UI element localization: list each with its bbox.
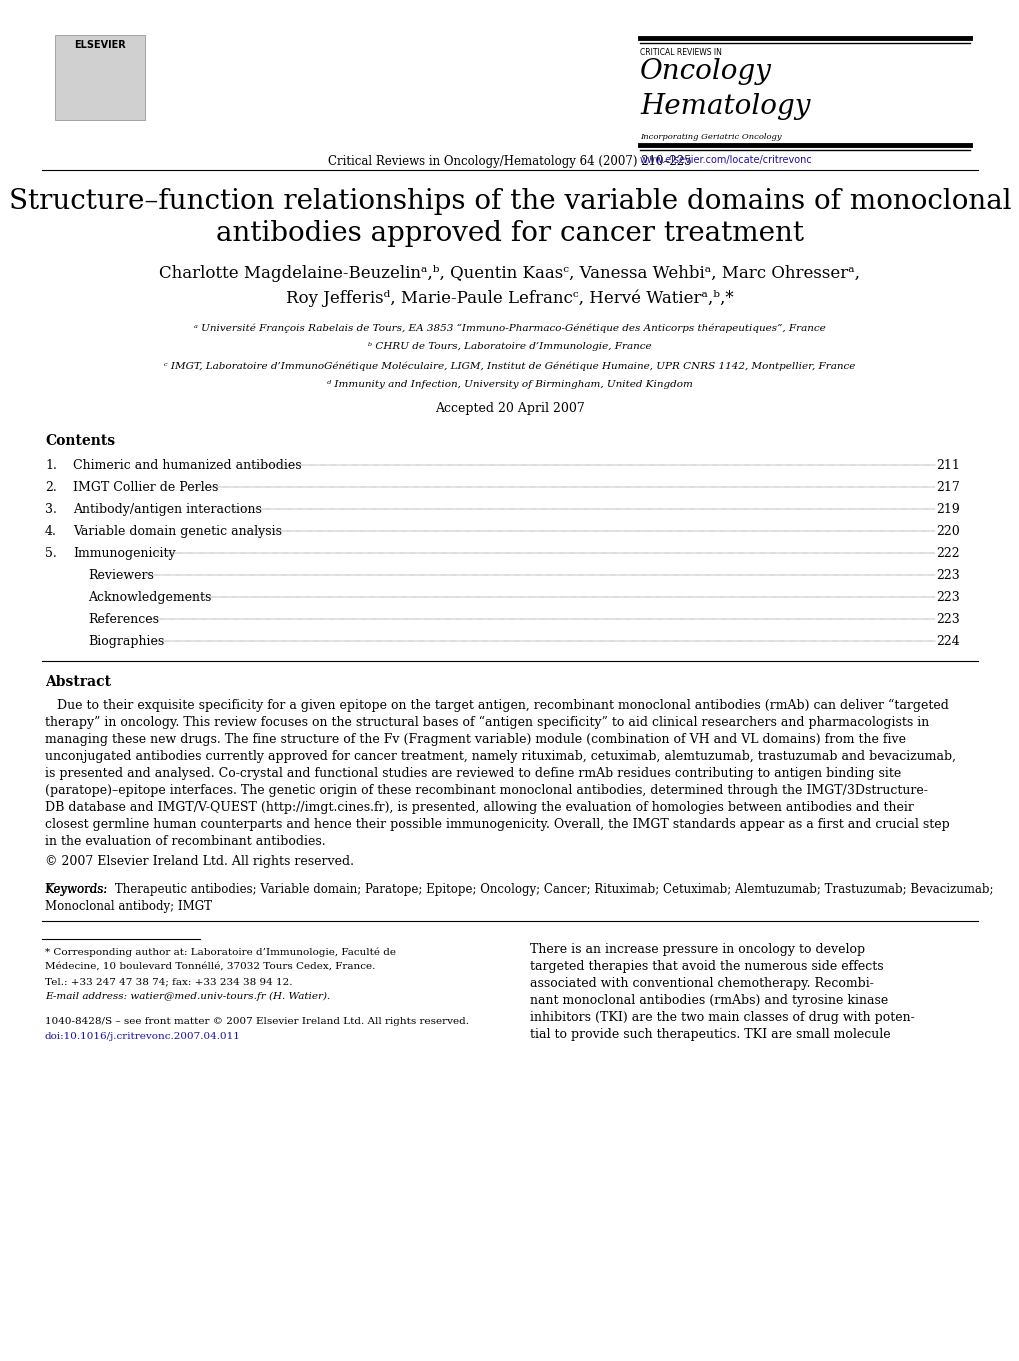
Text: managing these new drugs. The fine structure of the Fv (Fragment variable) modul: managing these new drugs. The fine struc…	[45, 734, 905, 746]
Text: Due to their exquisite specificity for a given epitope on the target antigen, re: Due to their exquisite specificity for a…	[45, 700, 948, 712]
Text: 223: 223	[935, 591, 959, 604]
Text: therapy” in oncology. This review focuses on the structural bases of “antigen sp: therapy” in oncology. This review focuse…	[45, 716, 928, 729]
Text: Variable domain genetic analysis: Variable domain genetic analysis	[73, 525, 281, 538]
Text: inhibitors (TKI) are the two main classes of drug with poten-: inhibitors (TKI) are the two main classe…	[530, 1011, 914, 1023]
Text: Acknowledgements: Acknowledgements	[88, 591, 211, 604]
Text: Reviewers: Reviewers	[88, 569, 154, 583]
Text: Keywords:: Keywords:	[45, 883, 107, 896]
Text: 1.: 1.	[45, 459, 57, 472]
Text: References: References	[88, 612, 159, 626]
Text: 223: 223	[935, 612, 959, 626]
Text: associated with conventional chemotherapy. Recombi-: associated with conventional chemotherap…	[530, 977, 873, 989]
Text: Charlotte Magdelaine-Beuzelinᵃ,ᵇ, Quentin Kaasᶜ, Vanessa Wehbiᵃ, Marc Ohresserᵃ,: Charlotte Magdelaine-Beuzelinᵃ,ᵇ, Quenti…	[159, 265, 860, 282]
Text: in the evaluation of recombinant antibodies.: in the evaluation of recombinant antibod…	[45, 836, 325, 848]
Text: Keywords:  Therapeutic antibodies; Variable domain; Paratope; Epitope; Oncology;: Keywords: Therapeutic antibodies; Variab…	[45, 883, 993, 896]
Text: Biographies: Biographies	[88, 636, 164, 648]
Text: nant monoclonal antibodies (rmAbs) and tyrosine kinase: nant monoclonal antibodies (rmAbs) and t…	[530, 994, 888, 1007]
Text: Antibody/antigen interactions: Antibody/antigen interactions	[73, 504, 262, 516]
Text: Immunogenicity: Immunogenicity	[73, 547, 175, 559]
Text: is presented and analysed. Co-crystal and functional studies are reviewed to def: is presented and analysed. Co-crystal an…	[45, 768, 901, 780]
Text: ᵃ Université François Rabelais de Tours, EA 3853 “Immuno-Pharmaco-Génétique des : ᵃ Université François Rabelais de Tours,…	[194, 323, 825, 332]
Text: Hematology: Hematology	[639, 93, 809, 120]
Text: Tel.: +33 247 47 38 74; fax: +33 234 38 94 12.: Tel.: +33 247 47 38 74; fax: +33 234 38 …	[45, 977, 292, 985]
Text: 222: 222	[935, 547, 959, 559]
Text: Incorporating Geriatric Oncology: Incorporating Geriatric Oncology	[639, 133, 781, 142]
Text: doi:10.1016/j.critrevonc.2007.04.011: doi:10.1016/j.critrevonc.2007.04.011	[45, 1032, 240, 1041]
Text: 3.: 3.	[45, 504, 57, 516]
Text: (paratope)–epitope interfaces. The genetic origin of these recombinant monoclona: (paratope)–epitope interfaces. The genet…	[45, 784, 927, 798]
Text: Médecine, 10 boulevard Tonnéllé, 37032 Tours Cedex, France.: Médecine, 10 boulevard Tonnéllé, 37032 T…	[45, 962, 375, 970]
Text: 1040-8428/S – see front matter © 2007 Elsevier Ireland Ltd. All rights reserved.: 1040-8428/S – see front matter © 2007 El…	[45, 1017, 469, 1026]
Text: © 2007 Elsevier Ireland Ltd. All rights reserved.: © 2007 Elsevier Ireland Ltd. All rights …	[45, 855, 354, 868]
Text: Monoclonal antibody; IMGT: Monoclonal antibody; IMGT	[45, 900, 212, 913]
Text: Oncology: Oncology	[639, 59, 771, 84]
Text: closest germline human counterparts and hence their possible immunogenicity. Ove: closest germline human counterparts and …	[45, 818, 949, 832]
Text: Chimeric and humanized antibodies: Chimeric and humanized antibodies	[73, 459, 302, 472]
Text: tial to provide such therapeutics. TKI are small molecule: tial to provide such therapeutics. TKI a…	[530, 1028, 890, 1041]
Text: 4.: 4.	[45, 525, 57, 538]
Text: Abstract: Abstract	[45, 675, 111, 689]
Text: www.elsevier.com/locate/critrevonc: www.elsevier.com/locate/critrevonc	[639, 155, 812, 165]
Bar	[55, 35, 145, 120]
Text: Critical Reviews in Oncology/Hematology 64 (2007) 210–225: Critical Reviews in Oncology/Hematology …	[328, 155, 691, 167]
Text: E-mail address: watier@med.univ-tours.fr (H. Watier).: E-mail address: watier@med.univ-tours.fr…	[45, 992, 330, 1002]
Text: There is an increase pressure in oncology to develop: There is an increase pressure in oncolog…	[530, 943, 864, 955]
Text: 224: 224	[935, 636, 959, 648]
Text: 220: 220	[935, 525, 959, 538]
Text: Roy Jefferisᵈ, Marie-Paule Lefrancᶜ, Hervé Watierᵃ,ᵇ,*: Roy Jefferisᵈ, Marie-Paule Lefrancᶜ, Her…	[286, 289, 733, 306]
Text: 223: 223	[935, 569, 959, 583]
Text: DB database and IMGT/V-QUEST (http://imgt.cines.fr), is presented, allowing the : DB database and IMGT/V-QUEST (http://img…	[45, 802, 913, 814]
Text: 2.: 2.	[45, 480, 57, 494]
Text: ᶜ IMGT, Laboratoire d’ImmunoGénétique Moléculaire, LIGM, Institut de Génétique H: ᶜ IMGT, Laboratoire d’ImmunoGénétique Mo…	[164, 361, 855, 370]
Text: ᵈ Immunity and Infection, University of Birmingham, United Kingdom: ᵈ Immunity and Infection, University of …	[327, 380, 692, 389]
Text: 217: 217	[935, 480, 959, 494]
Text: 211: 211	[935, 459, 959, 472]
Text: Accepted 20 April 2007: Accepted 20 April 2007	[435, 401, 584, 415]
Text: ᵇ CHRU de Tours, Laboratoire d’Immunologie, France: ᵇ CHRU de Tours, Laboratoire d’Immunolog…	[368, 342, 651, 351]
Text: Contents: Contents	[45, 434, 115, 448]
Text: antibodies approved for cancer treatment: antibodies approved for cancer treatment	[216, 220, 803, 246]
Text: 219: 219	[935, 504, 959, 516]
Text: Structure–function relationships of the variable domains of monoclonal: Structure–function relationships of the …	[9, 188, 1010, 215]
Text: unconjugated antibodies currently approved for cancer treatment, namely rituxima: unconjugated antibodies currently approv…	[45, 750, 955, 764]
Text: 5.: 5.	[45, 547, 57, 559]
Text: ELSEVIER: ELSEVIER	[74, 39, 125, 50]
Text: CRITICAL REVIEWS IN: CRITICAL REVIEWS IN	[639, 48, 721, 57]
Text: targeted therapies that avoid the numerous side effects: targeted therapies that avoid the numero…	[530, 960, 882, 973]
Text: IMGT Collier de Perles: IMGT Collier de Perles	[73, 480, 218, 494]
Text: * Corresponding author at: Laboratoire d’Immunologie, Faculté de: * Corresponding author at: Laboratoire d…	[45, 947, 395, 957]
